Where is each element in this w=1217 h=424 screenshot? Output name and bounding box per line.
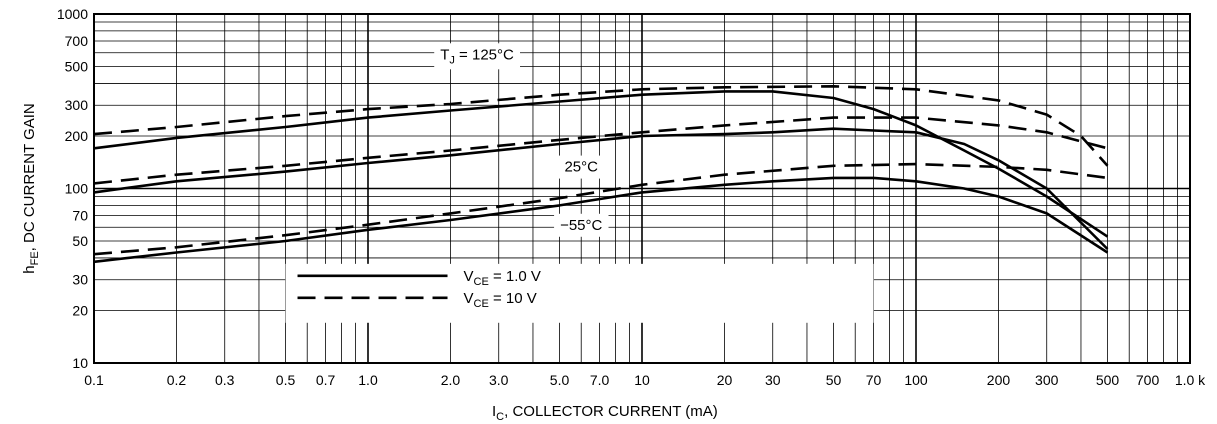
x-tick-label: 1.0 xyxy=(358,372,378,388)
x-tick-label: 30 xyxy=(765,372,781,388)
x-tick-label: 200 xyxy=(987,372,1011,388)
x-tick-label: 3.0 xyxy=(489,372,509,388)
x-tick-label: 20 xyxy=(717,372,733,388)
y-tick-label: 20 xyxy=(72,302,88,318)
x-tick-label: 1.0 k xyxy=(1175,372,1206,388)
temperature-label: 25°C xyxy=(564,159,598,176)
x-tick-label: 300 xyxy=(1035,372,1059,388)
x-tick-label: 100 xyxy=(904,372,928,388)
x-tick-label: 10 xyxy=(634,372,650,388)
x-tick-label: 7.0 xyxy=(590,372,610,388)
y-tick-label: 10 xyxy=(72,355,88,371)
x-tick-label: 50 xyxy=(826,372,842,388)
y-tick-label: 70 xyxy=(72,208,88,224)
x-tick-label: 2.0 xyxy=(441,372,461,388)
y-tick-label: 1000 xyxy=(57,6,88,22)
x-tick-label: 0.7 xyxy=(316,372,336,388)
x-tick-label: 0.5 xyxy=(276,372,296,388)
y-tick-label: 50 xyxy=(72,233,88,249)
x-tick-label: 0.3 xyxy=(215,372,235,388)
y-tick-label: 300 xyxy=(65,97,89,113)
y-tick-label: 700 xyxy=(65,33,89,49)
x-tick-label: 500 xyxy=(1096,372,1120,388)
x-tick-label: 70 xyxy=(866,372,882,388)
y-tick-label: 500 xyxy=(65,59,89,75)
y-tick-label: 200 xyxy=(65,128,89,144)
x-tick-label: 0.1 xyxy=(84,372,104,388)
legend-box xyxy=(286,264,874,323)
x-tick-label: 0.2 xyxy=(167,372,187,388)
x-tick-label: 5.0 xyxy=(550,372,570,388)
x-tick-label: 700 xyxy=(1136,372,1160,388)
temperature-label: −55°C xyxy=(560,217,602,234)
y-tick-label: 30 xyxy=(72,272,88,288)
y-tick-label: 100 xyxy=(65,181,89,197)
